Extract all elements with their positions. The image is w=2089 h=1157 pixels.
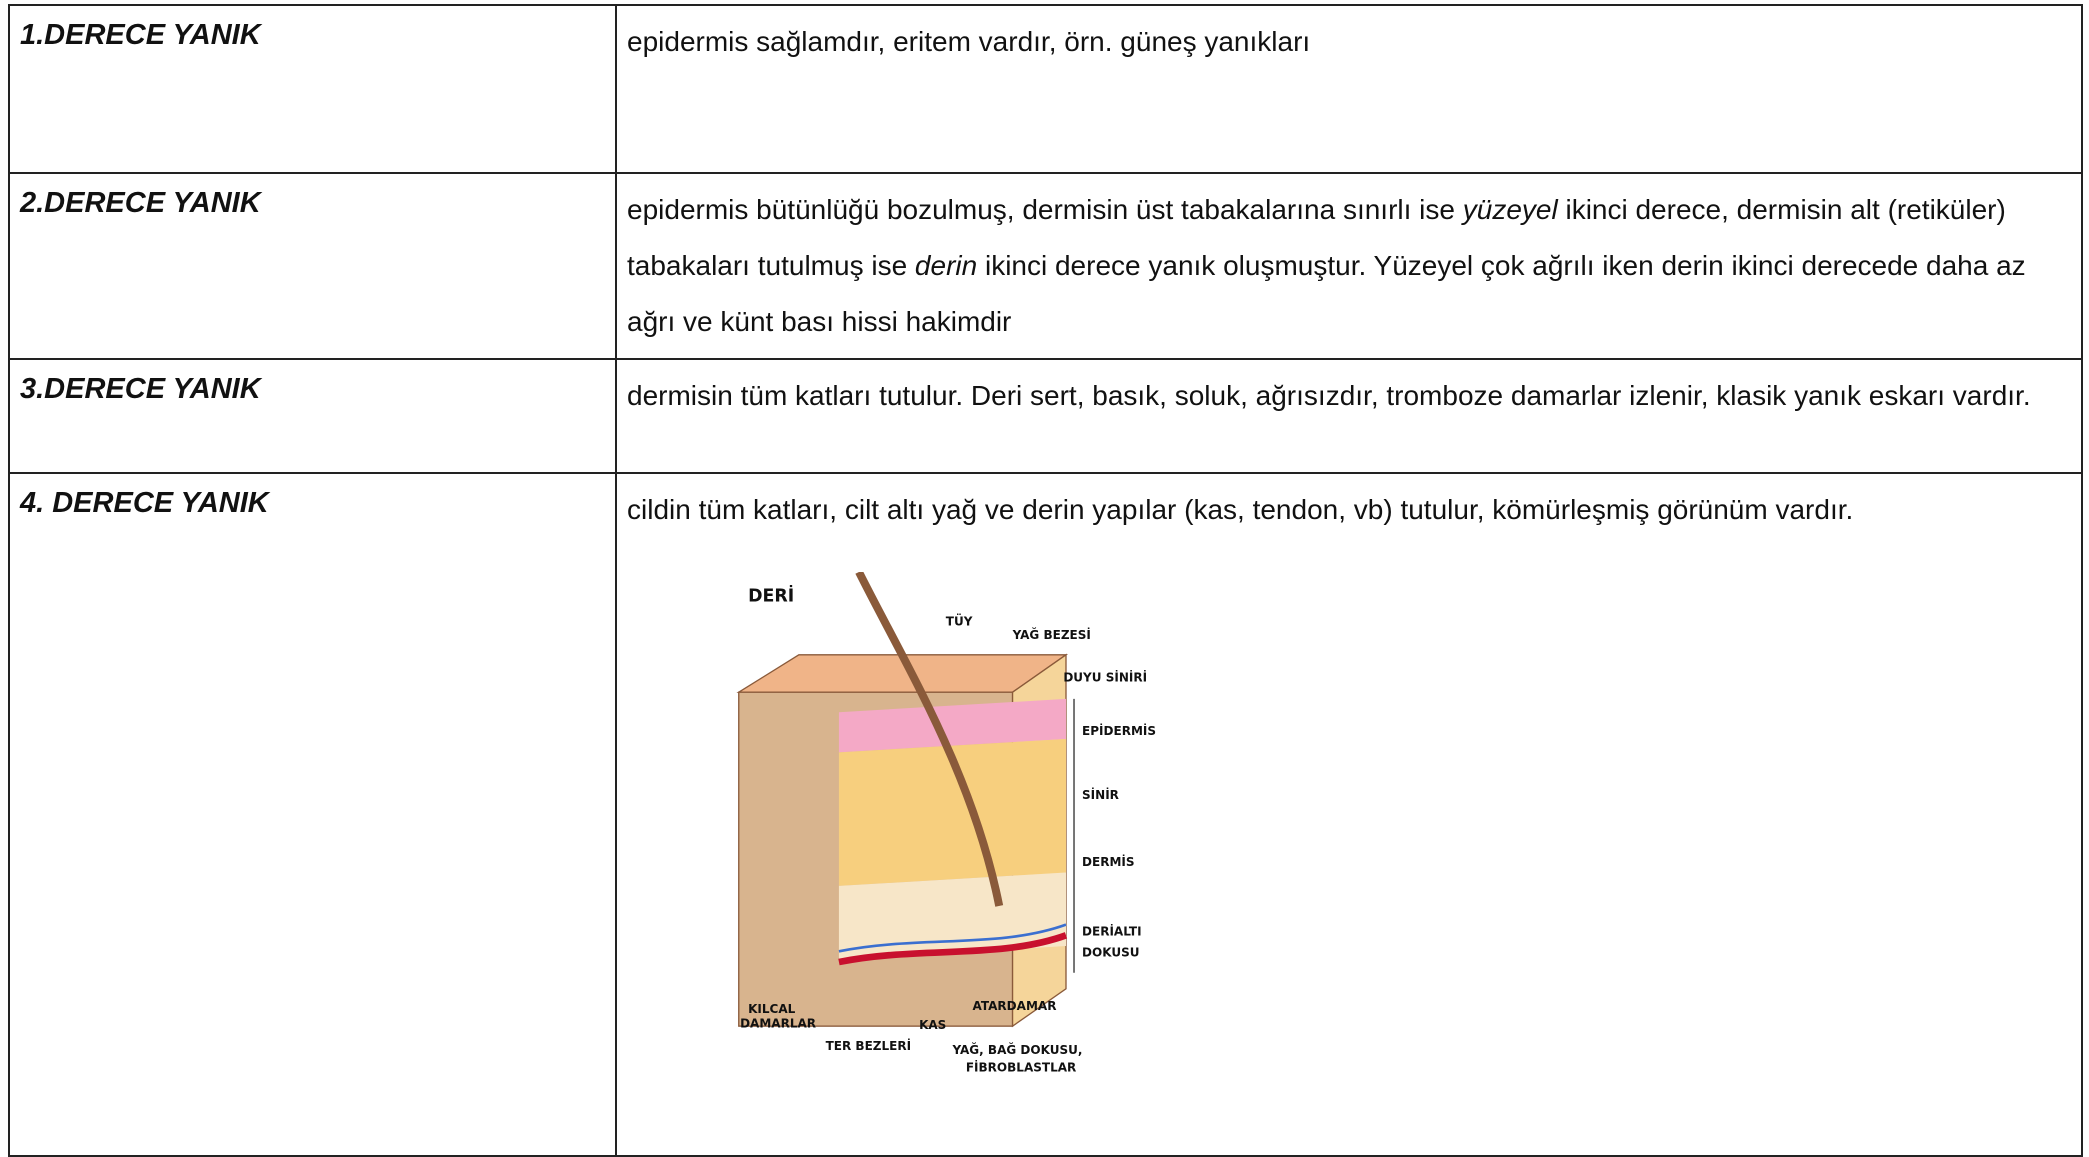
text: epidermis bütünlüğü bozulmuş, dermisin ü…: [627, 194, 1463, 225]
vein: [838, 923, 1067, 953]
degree-label: 4. DERECE YANIK: [8, 472, 617, 1157]
figure-label: KAS: [919, 1018, 946, 1032]
artery: [838, 932, 1068, 966]
degree-label: 3.DERECE YANIK: [8, 358, 617, 474]
table-row: 3.DERECE YANIK dermisin tüm katları tutul…: [8, 358, 2083, 474]
emphasis: derin: [914, 250, 978, 281]
figure-label: YAĞ BEZESİ: [1012, 627, 1091, 642]
table-row: 1.DERECE YANIK epidermis sağlamdır, erite…: [8, 4, 2083, 174]
figure-label: DUYU SİNİRİ: [1063, 670, 1147, 685]
emphasis: yüzeyel: [1462, 194, 1558, 225]
figure-label: KILCAL: [748, 1002, 796, 1016]
figure-title: DERİ: [748, 584, 794, 606]
skin-diagram: DERİ TÜY YAĞ BEZESİ DUYU SİNİRİ EPİDERMİS SİN…: [736, 572, 1156, 1075]
table-row: 4. DERECE YANIK cildin tüm katları, cilt …: [8, 472, 2083, 1157]
figure-label: DOKUSU: [1082, 946, 1139, 960]
text: cildin tüm katları, cilt altı yağ ve der…: [627, 494, 1854, 525]
degree-description: epidermis sağlamdır, eritem vardır, örn.…: [615, 4, 2083, 174]
figure-label: YAĞ, BAĞ DOKUSU,: [951, 1042, 1082, 1057]
degree-description: epidermis bütünlüğü bozulmuş, dermisin ü…: [615, 172, 2083, 360]
text: ikinci derece yanık oluşmuştur. Yüzeyel …: [627, 250, 2026, 337]
degree-description: dermisin tüm katları tutulur. Deri sert,…: [615, 358, 2083, 474]
epidermis: [838, 698, 1066, 753]
table-row: 2.DERECE YANIK epidermis bütünlüğü bozulm…: [8, 172, 2083, 360]
figure-label: FİBROBLASTLAR: [966, 1060, 1077, 1075]
degree-label: 2.DERECE YANIK: [8, 172, 617, 360]
degree-label: 1.DERECE YANIK: [8, 4, 617, 174]
dermis: [838, 738, 1066, 886]
figure-label: TER BEZLERİ: [826, 1038, 912, 1053]
figure-label: EPİDERMİS: [1082, 723, 1156, 738]
figure-label: DERMİS: [1082, 854, 1135, 869]
figure-label: DERİALTI: [1082, 923, 1142, 938]
text: dermisin tüm katları tutulur. Deri sert,…: [627, 380, 2031, 411]
burn-degree-table: 1.DERECE YANIK epidermis sağlamdır, erite…: [8, 4, 2083, 1157]
figure-label: TÜY: [946, 613, 973, 628]
degree-description: cildin tüm katları, cilt altı yağ ve der…: [615, 472, 2083, 1157]
hair: [855, 572, 1004, 907]
figure-label: SİNİR: [1082, 787, 1120, 802]
text: epidermis sağlamdır, eritem vardır, örn.…: [627, 26, 1311, 57]
figure-label: ATARDAMAR: [973, 999, 1058, 1013]
figure-label: DAMARLAR: [740, 1016, 817, 1030]
text: ikinci derece, dermisin alt (retiküler) …: [627, 194, 2006, 281]
